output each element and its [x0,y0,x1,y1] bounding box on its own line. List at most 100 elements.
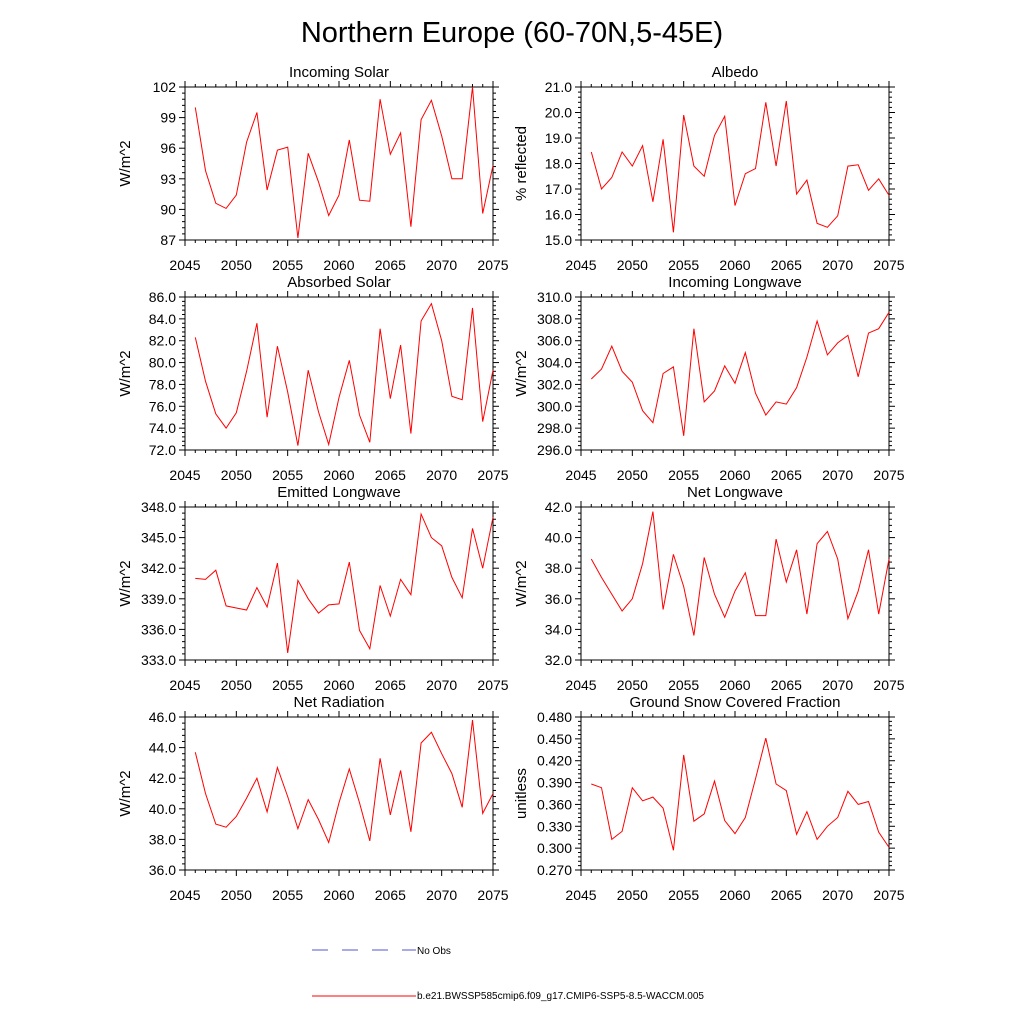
x-tick-label: 2060 [323,677,354,693]
panel-title: Albedo [712,64,759,81]
panel-3: Absorbed Solar W/m^2 72.0 74.0 76.0 78.0 80.0 8… [117,274,509,483]
legend-model-label: b.e21.BWSSP585cmip6.f09_g17.CMIP6-SSP5-8… [417,991,704,1002]
panel-title: Ground Snow Covered Fraction [630,694,841,711]
x-tick-label: 2075 [477,467,508,483]
x-tick-label: 2060 [323,467,354,483]
figure-title: Northern Europe (60-70N,5-45E) [301,17,723,49]
x-tick-label: 2060 [719,257,750,273]
y-tick-label: 36.0 [149,862,176,878]
y-tick-label: 86.0 [149,289,176,305]
y-tick-label: 74.0 [149,420,176,436]
x-tick-label: 2065 [375,887,406,903]
plot-frame [184,296,494,451]
series-line [194,86,494,239]
y-tick-label: 38.0 [149,831,176,847]
y-tick-label: 300.0 [537,398,572,414]
y-axis-title: W/m^2 [513,350,530,396]
y-tick-label: 78.0 [149,376,176,392]
y-tick-label: 34.0 [545,621,572,637]
y-tick-label: 15.0 [545,232,572,248]
y-tick-label: 40.0 [149,801,176,817]
x-tick-label: 2055 [272,677,303,693]
x-tick-label: 2060 [719,467,750,483]
x-tick-label: 2065 [771,467,802,483]
x-tick-label: 2050 [617,677,648,693]
panel-title: Net Longwave [687,484,783,501]
y-tick-label: 44.0 [149,740,176,756]
y-tick-label: 20.0 [545,105,572,121]
panel-6: Net Longwave W/m^2 32.0 34.0 36.0 38.0 40.0 42.… [513,484,905,693]
panel-title: Incoming Longwave [668,274,801,291]
x-tick-label: 2045 [565,257,596,273]
y-tick-label: 0.330 [537,818,572,834]
x-tick-label: 2055 [668,467,699,483]
y-tick-label: 308.0 [537,311,572,327]
x-tick-label: 2050 [617,467,648,483]
y-axis-title: % reflected [513,126,530,201]
x-tick-label: 2050 [221,677,252,693]
y-axis-title: W/m^2 [513,560,530,606]
x-tick-label: 2075 [477,257,508,273]
plot-frame [580,716,890,871]
x-tick-label: 2050 [617,257,648,273]
x-tick-label: 2045 [565,677,596,693]
y-tick-label: 19.0 [545,130,572,146]
x-tick-label: 2045 [169,677,200,693]
y-tick-label: 296.0 [537,442,572,458]
y-tick-label: 87 [160,232,176,248]
legend: No Obs b.e21.BWSSP585cmip6.f09_g17.CMIP6… [312,946,704,1002]
x-tick-label: 2065 [771,677,802,693]
panel-1: Incoming Solar W/m^2 87 90 93 96 99 102 2045 2050… [117,64,509,273]
x-tick-label: 2060 [719,887,750,903]
plot-frame [580,296,890,451]
x-tick-label: 2065 [771,887,802,903]
x-tick-label: 2045 [169,887,200,903]
y-tick-label: 18.0 [545,156,572,172]
y-tick-label: 36.0 [545,591,572,607]
x-tick-label: 2045 [169,467,200,483]
y-tick-label: 46.0 [149,709,176,725]
x-tick-label: 2055 [668,887,699,903]
x-tick-label: 2070 [426,257,457,273]
y-axis-title: W/m^2 [117,140,134,186]
y-tick-label: 310.0 [537,289,572,305]
y-tick-label: 102 [153,79,177,95]
x-tick-label: 2075 [873,887,904,903]
y-tick-label: 302.0 [537,376,572,392]
x-tick-label: 2075 [873,257,904,273]
y-tick-label: 80.0 [149,355,176,371]
x-tick-label: 2070 [822,677,853,693]
y-axis-title: W/m^2 [117,560,134,606]
y-tick-label: 342.0 [141,560,176,576]
y-tick-label: 17.0 [545,181,572,197]
y-tick-label: 306.0 [537,333,572,349]
y-tick-label: 0.360 [537,796,572,812]
panel-8: Ground Snow Covered Fraction unitless 0.27… [513,694,905,903]
y-tick-label: 0.270 [537,862,572,878]
x-tick-label: 2065 [375,677,406,693]
x-tick-label: 2065 [375,257,406,273]
x-tick-label: 2045 [565,467,596,483]
x-tick-label: 2050 [221,257,252,273]
x-tick-label: 2060 [323,887,354,903]
x-tick-label: 2055 [668,677,699,693]
y-tick-label: 84.0 [149,311,176,327]
y-axis-title: unitless [513,768,530,819]
y-tick-label: 339.0 [141,591,176,607]
x-tick-label: 2070 [822,257,853,273]
legend-obs-label: No Obs [417,946,451,957]
plot-frame [580,506,890,661]
y-tick-label: 42.0 [149,770,176,786]
y-tick-label: 93 [160,171,176,187]
panel-title: Emitted Longwave [277,484,400,501]
y-tick-label: 336.0 [141,621,176,637]
y-tick-label: 0.390 [537,775,572,791]
x-tick-label: 2070 [822,887,853,903]
y-tick-label: 72.0 [149,442,176,458]
y-tick-label: 298.0 [537,420,572,436]
panel-title: Absorbed Solar [287,274,390,291]
y-tick-label: 40.0 [545,530,572,546]
panel-5: Emitted Longwave W/m^2 333.0 336.0 339.0 342.… [117,484,509,693]
y-tick-label: 0.420 [537,753,572,769]
x-tick-label: 2055 [272,887,303,903]
